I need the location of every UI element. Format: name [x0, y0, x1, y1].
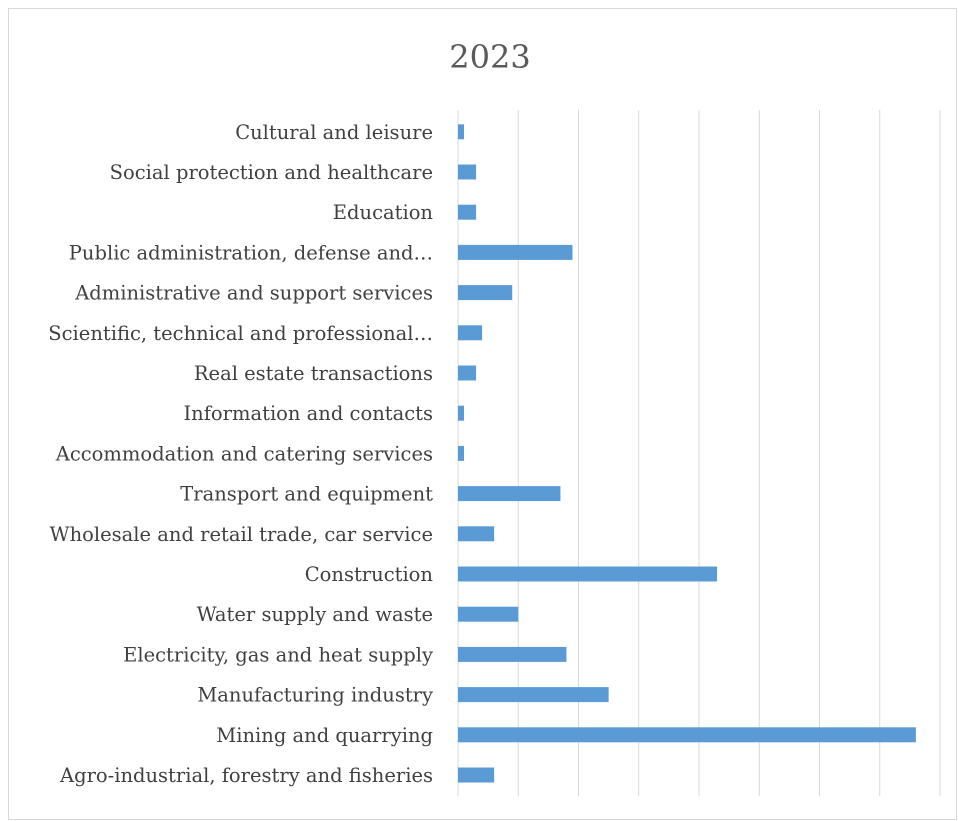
- chart-frame: [8, 8, 957, 820]
- category-label: Transport and equipment: [180, 483, 433, 506]
- bar: [458, 204, 477, 220]
- bar: [458, 687, 609, 703]
- bar: [458, 405, 465, 421]
- bar: [458, 164, 477, 180]
- bar: [458, 445, 465, 461]
- bar: [458, 646, 567, 662]
- category-label: Social protection and healthcare: [110, 161, 433, 184]
- category-label: Construction: [305, 563, 434, 586]
- category-label: Scientific, technical and professional…: [48, 322, 433, 345]
- category-label: Education: [333, 201, 434, 224]
- category-label: Public administration, defense and…: [69, 241, 433, 264]
- category-label: Water supply and waste: [197, 603, 433, 626]
- category-label: Administrative and support services: [74, 282, 433, 305]
- bars: [458, 124, 916, 783]
- category-label: Wholesale and retail trade, car service: [50, 523, 433, 546]
- bar: [458, 325, 483, 341]
- bar: [458, 566, 718, 582]
- category-label: Accommodation and catering services: [55, 442, 433, 465]
- category-labels: Agro-industrial, forestry and fisheries M…: [48, 121, 433, 787]
- bar: [458, 486, 561, 502]
- category-label: Real estate transactions: [194, 362, 433, 385]
- category-label: Information and contacts: [183, 402, 433, 425]
- bar: [458, 727, 916, 743]
- chart-title: 2023: [449, 38, 530, 76]
- bar: [458, 285, 513, 301]
- bar: [458, 526, 495, 542]
- bar: [458, 365, 477, 381]
- bar: [458, 606, 519, 622]
- bar: [458, 124, 465, 140]
- category-label: Cultural and leisure: [235, 121, 433, 144]
- bar: [458, 244, 573, 260]
- bar: [458, 767, 495, 783]
- category-label: Mining and quarrying: [216, 724, 433, 747]
- category-label: Agro-industrial, forestry and fisheries: [59, 764, 433, 787]
- category-label: Manufacturing industry: [197, 684, 433, 707]
- category-label: Electricity, gas and heat supply: [123, 643, 433, 666]
- gridlines: [457, 110, 941, 796]
